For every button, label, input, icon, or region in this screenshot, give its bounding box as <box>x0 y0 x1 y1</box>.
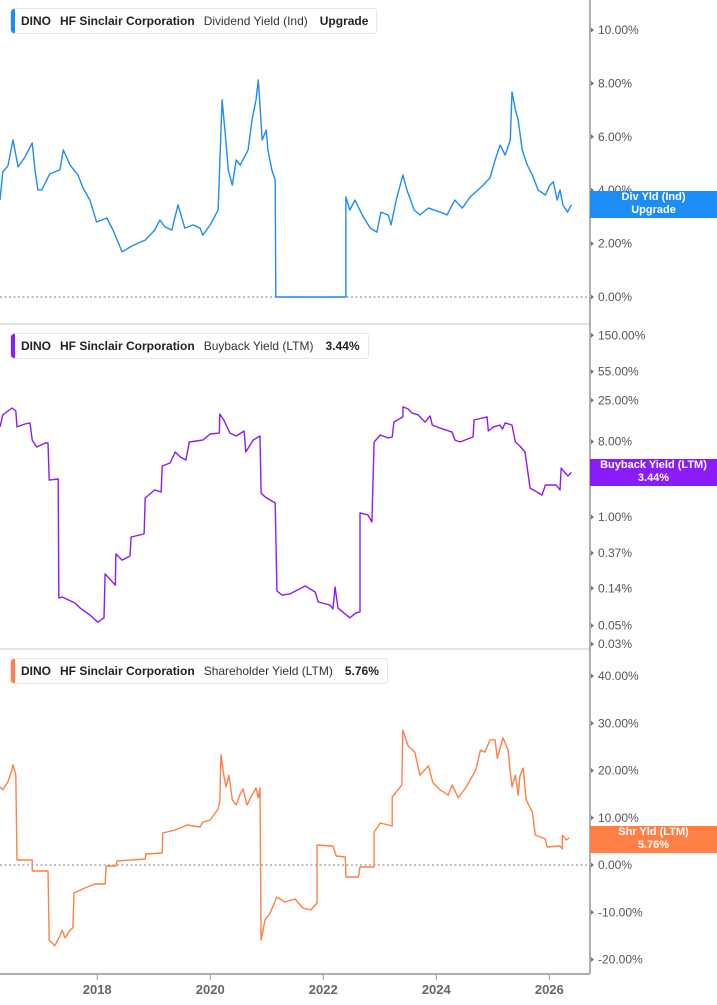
last-value-tag: Shr Yld (LTM) 5.76% <box>590 826 717 853</box>
tag-value: 5.76% <box>637 839 670 851</box>
y-tick-label: 0.00% <box>598 858 632 872</box>
y-tick-label: 0.00% <box>598 290 632 304</box>
panel-3: 40.00% 30.00% 20.00% 10.00% 0.00% -10.00% -20.… <box>0 669 643 967</box>
y-tick-label: 0.03% <box>598 637 632 651</box>
y-tick-label: 0.14% <box>598 581 632 595</box>
series-line <box>0 729 570 947</box>
y-tick-label: 150.00% <box>598 328 646 342</box>
legend-2: DINO HF Sinclair Corporation Buyback Yie… <box>10 333 369 359</box>
y-tick <box>591 550 594 556</box>
tag-value: Upgrade <box>631 204 676 216</box>
x-tick-label: 2026 <box>535 982 564 997</box>
y-tick <box>591 720 594 726</box>
legend-metric: Dividend Yield (Ind) <box>203 14 308 28</box>
y-tick <box>591 27 594 33</box>
legend-ticker: DINO <box>21 664 51 678</box>
y-tick-label: 6.00% <box>598 130 632 144</box>
legend-1: DINO HF Sinclair Corporation Dividend Yi… <box>10 8 378 34</box>
legend-metric: Shareholder Yield (LTM) <box>203 664 333 678</box>
y-tick <box>591 909 594 915</box>
x-tick-label: 2020 <box>196 982 225 997</box>
y-tick-label: 1.00% <box>598 510 632 524</box>
y-tick <box>591 241 594 247</box>
y-tick-label: 2.00% <box>598 237 632 251</box>
y-tick <box>591 862 594 868</box>
y-tick-label: 10.00% <box>598 23 639 37</box>
legend-value[interactable]: Upgrade <box>319 14 369 28</box>
y-tick-label: 10.00% <box>598 811 639 825</box>
legend-company: HF Sinclair Corporation <box>60 339 195 353</box>
y-tick-label: 25.00% <box>598 393 639 407</box>
y-tick <box>591 134 594 140</box>
tag-value: 3.44% <box>637 472 670 484</box>
panel-2: 150.00%55.00%25.00%8.00%3.00%1.00%0.37%0… <box>0 328 646 651</box>
y-tick-label: -20.00% <box>598 953 643 967</box>
legend-company: HF Sinclair Corporation <box>60 664 195 678</box>
series-line <box>0 406 572 623</box>
y-tick <box>591 294 594 300</box>
y-tick <box>591 369 594 375</box>
y-tick <box>591 332 594 338</box>
y-tick <box>591 623 594 629</box>
y-tick <box>591 397 594 403</box>
legend-metric: Buyback Yield (LTM) <box>203 339 314 353</box>
y-tick <box>591 641 594 647</box>
tag-label: Shr Yld (LTM) <box>618 826 689 838</box>
panel-1: 10.00%8.00%6.00%4.00%2.00%0.00% <box>0 23 639 304</box>
y-tick-label: 0.05% <box>598 619 632 633</box>
legend-ticker: DINO <box>21 339 51 353</box>
legend-value: 3.44% <box>325 339 360 353</box>
legend-company: HF Sinclair Corporation <box>60 14 195 28</box>
last-value-tag: Buyback Yield (LTM) 3.44% <box>590 459 717 486</box>
y-tick-label: 8.00% <box>598 435 632 449</box>
y-tick <box>591 768 594 773</box>
y-tick-label: 0.37% <box>598 546 632 560</box>
y-tick-label: 8.00% <box>598 76 632 90</box>
legend-3: DINO HF Sinclair Corporation Shareholder… <box>10 658 388 684</box>
legend-color-bar <box>11 334 15 358</box>
y-tick <box>591 439 594 445</box>
y-tick-label: -10.00% <box>598 905 643 919</box>
legend-color-bar <box>11 9 15 33</box>
tag-label: Div Yld (Ind) <box>621 191 686 203</box>
y-tick <box>591 585 594 591</box>
x-tick-label: 2018 <box>83 982 112 997</box>
last-value-tag: Div Yld (Ind) Upgrade <box>590 191 717 218</box>
x-tick-label: 2022 <box>309 982 338 997</box>
legend-color-bar <box>11 659 15 683</box>
y-tick-label: 55.00% <box>598 365 639 379</box>
x-tick-label: 2024 <box>422 982 452 997</box>
series-line <box>0 79 573 298</box>
y-tick <box>591 514 594 520</box>
y-tick <box>591 815 594 821</box>
legend-value: 5.76% <box>344 664 379 678</box>
y-tick <box>591 80 594 86</box>
y-tick <box>591 673 594 679</box>
legend-ticker: DINO <box>21 14 51 28</box>
y-tick-label: 20.00% <box>598 764 639 778</box>
y-tick-label: 40.00% <box>598 669 639 683</box>
tag-label: Buyback Yield (LTM) <box>600 459 707 471</box>
y-tick-label: 30.00% <box>598 716 639 730</box>
y-tick <box>591 957 594 962</box>
